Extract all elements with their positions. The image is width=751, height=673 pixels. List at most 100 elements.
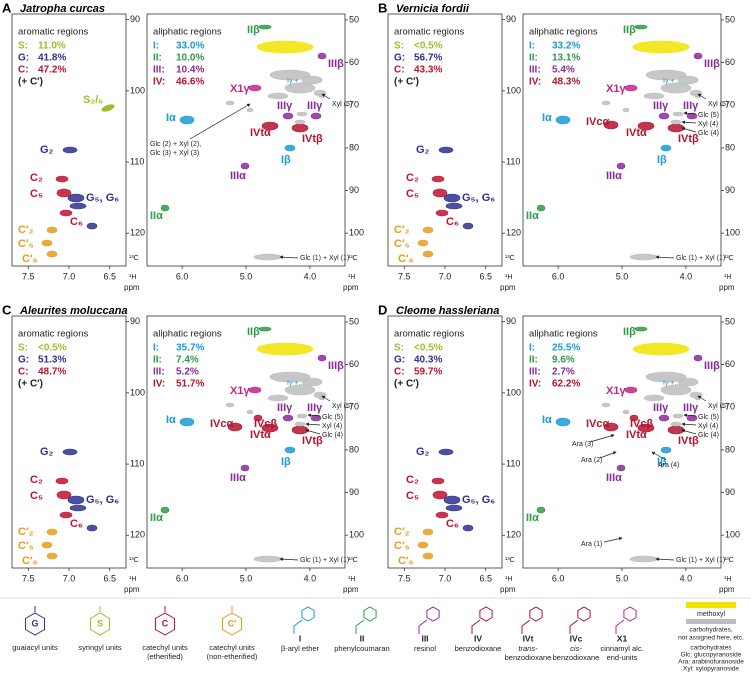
- peak-label: Ara (1): [581, 541, 602, 548]
- x-unit: ¹H: [129, 274, 136, 281]
- cross-peak: [67, 193, 85, 203]
- linkage-name: resinol: [414, 644, 436, 653]
- peak-label: G₅, G₆: [86, 494, 119, 506]
- ppm-label: ppm: [719, 585, 735, 594]
- peak-label: Iβ: [657, 456, 667, 468]
- stat-key: G:: [394, 53, 405, 64]
- region-title: aromatic regions: [394, 329, 464, 340]
- arrow: [681, 120, 697, 124]
- peak-label: C₆: [70, 216, 83, 228]
- cross-peak: [240, 162, 250, 170]
- x-tick-label: 7.5: [22, 271, 35, 281]
- cross-peak: [677, 75, 699, 85]
- unit-name: (etherified): [147, 652, 183, 661]
- stat-value: 48.3%: [552, 77, 580, 88]
- panel-letter: A: [2, 0, 12, 15]
- cross-peak: [431, 175, 445, 183]
- y-tick-label: 100: [349, 228, 364, 238]
- arrow: [279, 557, 299, 561]
- linkage-name: cis-: [570, 644, 582, 653]
- peak-label: C′₅: [394, 238, 410, 250]
- cross-peak: [267, 92, 289, 100]
- stat-key: III:: [529, 65, 541, 76]
- arrow: [321, 93, 331, 100]
- arrow: [655, 557, 675, 561]
- cross-peak: [41, 541, 53, 549]
- peak-label: IIIβ: [704, 360, 720, 372]
- cross-peak: [670, 421, 682, 427]
- x-tick-label: 6.5: [479, 271, 492, 281]
- stat-value: 56.7%: [414, 53, 442, 64]
- cross-peak: [422, 528, 434, 536]
- cross-peak: [253, 253, 283, 261]
- cross-peak: [693, 354, 703, 362]
- linkage-name: benzodioxane: [505, 653, 552, 662]
- peak-label: IVcβ: [630, 418, 654, 430]
- cross-peak: [301, 377, 323, 387]
- stat-key: I:: [529, 41, 535, 52]
- peak-label: Xyl (4): [322, 423, 342, 430]
- cross-peak: [46, 528, 58, 536]
- peak-label: IIα: [526, 512, 539, 524]
- structure-ring: [529, 606, 543, 622]
- cross-peak: [672, 413, 684, 419]
- y-tick-label: 110: [506, 156, 520, 166]
- peak-label: X1γ: [230, 83, 250, 95]
- stat-key: II:: [529, 355, 538, 366]
- peak-label: IIIα: [606, 170, 622, 182]
- y-unit: ¹³C: [505, 255, 515, 262]
- region-title: aromatic regions: [18, 329, 88, 340]
- stat-key: C:: [394, 367, 405, 378]
- cross-peak: [256, 342, 314, 356]
- y-unit: ¹³C: [348, 557, 358, 564]
- peak-label: C′₅: [18, 540, 34, 552]
- structure-chain: [355, 619, 365, 634]
- linkage-name: trans-: [518, 644, 538, 653]
- peak-label: G₂: [40, 446, 54, 458]
- y-unit: ¹³C: [724, 255, 734, 262]
- peak-label: C′₂: [18, 526, 34, 538]
- cross-peak: [86, 222, 98, 230]
- linkage-name: phenylcoumaran: [334, 644, 389, 653]
- unit-name: guaiacyl units: [12, 643, 58, 652]
- y-tick-label: 50: [349, 316, 359, 326]
- ppm-label: ppm: [343, 283, 359, 292]
- cross-peak: [55, 175, 69, 183]
- cross-peak: [56, 490, 72, 500]
- cross-peak: [269, 371, 311, 383]
- unit-symbol: G: [31, 618, 38, 628]
- structure-ring: [363, 606, 377, 622]
- y-tick-label: 60: [349, 359, 359, 369]
- cross-peak: [536, 204, 546, 212]
- x-tick-label: 7.0: [63, 573, 76, 583]
- linkage-id: IVt: [523, 633, 534, 643]
- peak-label: Glc (5): [698, 414, 719, 421]
- y-tick-label: 100: [725, 228, 740, 238]
- y-tick-label: 60: [725, 57, 735, 67]
- y-tick-label: 80: [725, 444, 735, 454]
- cross-peak: [632, 342, 690, 356]
- stat-key: III:: [529, 367, 541, 378]
- stat-key: S:: [18, 41, 28, 52]
- stat-value: 5.2%: [176, 367, 199, 378]
- stat-value: 62.2%: [552, 379, 580, 390]
- peak-label: Glc (1) + Xyl (1): [300, 557, 349, 564]
- x-unit: ¹H: [348, 576, 355, 583]
- x-unit: ¹H: [724, 274, 731, 281]
- stat-value: 48.7%: [38, 367, 66, 378]
- peak-label: IVtβ: [302, 133, 323, 145]
- peak-label: IIIγ: [277, 100, 293, 112]
- arrow: [681, 127, 697, 133]
- peak-label: Xyl (4): [698, 423, 718, 430]
- peak-label: C′₆: [22, 253, 38, 265]
- cross-peak: [69, 504, 87, 512]
- x-tick-label: 7.5: [398, 573, 411, 583]
- arrow: [305, 429, 321, 435]
- panel-letter: B: [378, 0, 387, 15]
- stat-key: S:: [18, 343, 28, 354]
- y-tick-label: 90: [725, 487, 735, 497]
- y-tick-label: 50: [725, 316, 735, 326]
- peak-label: C′₆: [22, 555, 38, 567]
- y-tick-label: 100: [506, 85, 521, 95]
- stat-key: II:: [529, 53, 538, 64]
